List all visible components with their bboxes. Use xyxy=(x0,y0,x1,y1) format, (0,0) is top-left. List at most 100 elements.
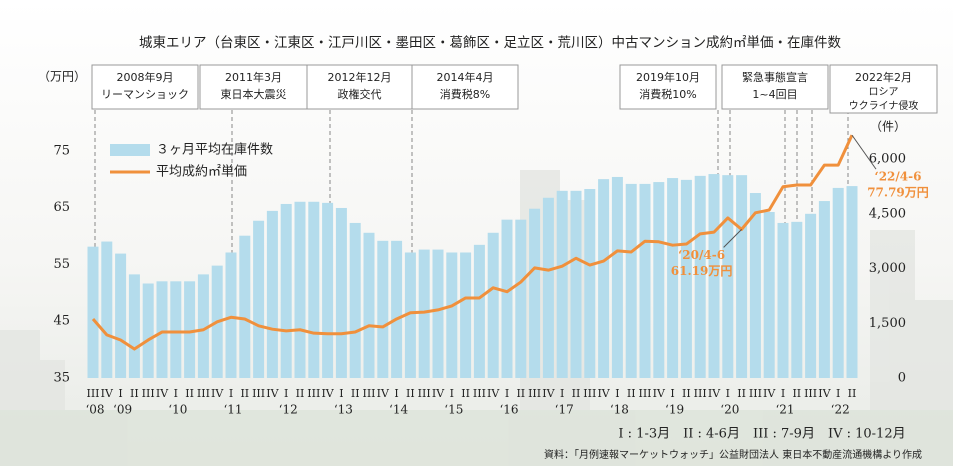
annotation-text: 消費税8% xyxy=(440,87,490,101)
callout-date: ‘22/4-6 xyxy=(875,170,922,184)
x-tick-label: IV xyxy=(653,387,666,400)
bar xyxy=(239,235,251,378)
x-tick-label: IV xyxy=(101,387,114,400)
x-tick-label: III xyxy=(197,387,210,400)
bar xyxy=(418,249,430,378)
annotation-box xyxy=(411,64,519,110)
bar xyxy=(446,252,458,378)
bar xyxy=(349,222,361,378)
bar xyxy=(515,219,527,378)
bar xyxy=(749,193,761,378)
y-tick-label: 55 xyxy=(53,257,70,272)
x-tick-label: III xyxy=(252,387,265,400)
x-year-label: ‘22 xyxy=(831,403,850,417)
bar xyxy=(115,253,127,378)
annotation-text: 政権交代 xyxy=(338,87,382,101)
y2-tick-label: 6,000 xyxy=(869,152,906,167)
bar xyxy=(584,189,596,378)
y-tick-label: 45 xyxy=(53,314,70,329)
annotation-text: 2022年2月 xyxy=(855,70,912,84)
x-tick-label: IV xyxy=(321,387,334,400)
x-tick-label: II xyxy=(848,387,857,400)
x-tick-label: IV xyxy=(156,387,169,400)
bar xyxy=(529,208,541,378)
x-tick-label: IV xyxy=(763,387,776,400)
bar xyxy=(432,249,444,378)
x-tick-label: III xyxy=(583,387,596,400)
annotation-text: リーマンショック xyxy=(101,88,189,101)
y-tick-label: 35 xyxy=(53,371,70,386)
annotation-box xyxy=(619,64,717,110)
bar xyxy=(473,244,485,378)
bar xyxy=(653,182,665,378)
annotation-text: 2011年3月 xyxy=(225,70,282,84)
bar xyxy=(542,197,554,378)
x-tick-label: IV xyxy=(542,387,555,400)
bar xyxy=(736,175,748,378)
x-tick-label: III xyxy=(473,387,486,400)
annotation-box xyxy=(829,64,938,114)
bar xyxy=(708,174,720,378)
x-tick-label: I xyxy=(118,387,122,400)
bar xyxy=(805,213,817,378)
x-tick-label: I xyxy=(505,387,509,400)
bar xyxy=(170,281,182,378)
x-year-label: ‘19 xyxy=(665,403,684,417)
x-tick-label: III xyxy=(307,387,320,400)
bar xyxy=(308,201,320,378)
y2-tick-label: 4,500 xyxy=(869,206,906,221)
x-tick-label: II xyxy=(572,387,581,400)
x-tick-label: II xyxy=(296,387,305,400)
x-year-label: ‘10 xyxy=(168,403,187,417)
annotation-text: 1~4回目 xyxy=(752,88,797,101)
bar xyxy=(87,246,99,378)
bar xyxy=(639,183,651,378)
callout-date: ‘20/4-6 xyxy=(678,248,725,262)
x-tick-label: III xyxy=(804,387,817,400)
x-tick-label: III xyxy=(528,387,541,400)
bar xyxy=(335,207,347,378)
x-tick-label: IV xyxy=(818,387,831,400)
x-tick-label: II xyxy=(185,387,194,400)
x-tick-label: III xyxy=(638,387,651,400)
bar xyxy=(846,186,858,378)
x-tick-label: IV xyxy=(377,387,390,400)
x-year-label: ‘20 xyxy=(720,403,739,417)
bar xyxy=(598,179,610,378)
x-year-label: ‘21 xyxy=(775,403,794,417)
bar xyxy=(694,175,706,378)
x-tick-label: IV xyxy=(211,387,224,400)
bar xyxy=(363,232,375,378)
x-tick-label: I xyxy=(284,387,288,400)
data-label: 61.19万円 xyxy=(671,264,733,278)
x-tick-label: II xyxy=(130,387,139,400)
callout-line xyxy=(851,134,877,170)
legend-label: ３ヶ月平均在庫件数 xyxy=(156,143,273,158)
x-tick-label: III xyxy=(86,387,99,400)
x-tick-label: IV xyxy=(432,387,445,400)
x-tick-label: III xyxy=(749,387,762,400)
bar xyxy=(377,240,389,378)
bar xyxy=(156,281,168,378)
bar xyxy=(128,274,140,378)
bar xyxy=(142,283,154,378)
bar xyxy=(763,211,775,378)
bar xyxy=(391,240,403,378)
x-tick-label: II xyxy=(682,387,691,400)
annotation-text: 2012年12月 xyxy=(328,70,392,84)
y2-tick-label: 3,000 xyxy=(869,261,906,276)
annotation-text: ロシア xyxy=(869,87,899,98)
legend-swatch xyxy=(110,144,150,156)
bar xyxy=(625,183,637,378)
bar xyxy=(253,220,265,378)
bar xyxy=(225,252,237,378)
x-year-label: ‘12 xyxy=(279,403,298,417)
x-year-label: ‘18 xyxy=(610,403,629,417)
x-tick-label: II xyxy=(516,387,525,400)
y2-tick-label: 1,500 xyxy=(869,316,906,331)
bar xyxy=(460,252,472,378)
bar xyxy=(611,176,623,378)
x-tick-label: II xyxy=(792,387,801,400)
